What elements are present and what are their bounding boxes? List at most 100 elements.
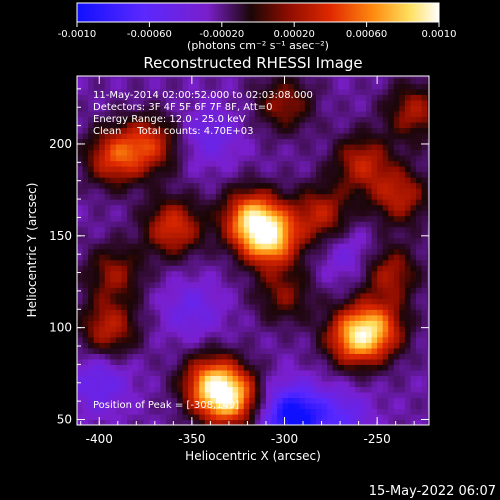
heatmap-cell [182, 254, 189, 261]
heatmap-cell [349, 292, 356, 299]
heatmap-cell [366, 232, 373, 239]
heatmap-cell [93, 287, 100, 294]
heatmap-cell [338, 331, 345, 338]
heatmap-cell [393, 204, 400, 211]
heatmap-cell [143, 154, 150, 162]
heatmap-cell [332, 419, 339, 425]
heatmap-cell [160, 188, 167, 195]
heatmap-cell [104, 182, 111, 189]
heatmap-cell [360, 215, 367, 222]
heatmap-cell [249, 292, 256, 299]
heatmap-cell [249, 353, 256, 360]
heatmap-cell [404, 358, 412, 365]
heatmap-cell [249, 413, 256, 421]
heatmap-cell [427, 386, 429, 393]
heatmap-cell [410, 83, 417, 90]
heatmap-cell [315, 314, 323, 321]
heatmap-cell [421, 248, 428, 255]
heatmap-cell [277, 143, 284, 151]
heatmap-cell [243, 138, 250, 145]
heatmap-cell [160, 254, 167, 261]
heatmap-cell [243, 210, 250, 217]
heatmap-cell [121, 402, 128, 410]
heatmap-cell [204, 243, 211, 250]
heatmap-cell [165, 237, 173, 244]
heatmap-cell [160, 99, 167, 106]
heatmap-cell [99, 132, 106, 140]
heatmap-cell [104, 298, 111, 305]
heatmap-cell [382, 419, 389, 425]
heatmap-cell [393, 336, 400, 343]
heatmap-cell [393, 292, 400, 299]
heatmap-cell [127, 265, 134, 272]
heatmap-cell [121, 166, 128, 173]
heatmap-cell [377, 325, 384, 332]
heatmap-cell [77, 188, 84, 195]
heatmap-cell [132, 83, 139, 90]
heatmap-cell [332, 287, 339, 294]
heatmap-cell [288, 166, 295, 173]
heatmap-cell [193, 132, 200, 140]
heatmap-cell [321, 408, 328, 415]
heatmap-cell [204, 391, 211, 399]
heatmap-cell [138, 83, 145, 90]
colorbar-tick-label: -0.00020 [199, 29, 244, 40]
heatmap-cell [99, 303, 106, 310]
heatmap-cell [260, 182, 267, 189]
heatmap-cell [232, 336, 239, 343]
heatmap-cell [182, 154, 189, 162]
heatmap-cell [115, 110, 123, 118]
heatmap-cell [321, 177, 328, 184]
heatmap-cell [221, 232, 228, 239]
heatmap-cell [165, 380, 173, 388]
heatmap-cell [199, 276, 206, 283]
heatmap-cell [277, 149, 284, 156]
heatmap-cell [182, 408, 189, 415]
heatmap-cell [154, 116, 161, 123]
heatmap-cell [215, 259, 223, 266]
heatmap-cell [310, 127, 317, 134]
heatmap-cell [238, 243, 245, 250]
heatmap-cell [165, 99, 173, 106]
heatmap-cell [399, 83, 406, 90]
heatmap-cell [388, 110, 395, 118]
heatmap-cell [165, 193, 173, 200]
heatmap-cell [177, 166, 184, 173]
heatmap-cell [127, 110, 134, 118]
heatmap-cell [404, 94, 412, 101]
heatmap-cell [265, 210, 273, 217]
heatmap-cell [366, 320, 373, 327]
heatmap-cell [199, 298, 206, 305]
heatmap-cell [366, 325, 373, 332]
heatmap-cell [188, 336, 195, 343]
heatmap-cell [232, 215, 239, 222]
heatmap-cell [421, 380, 428, 388]
heatmap-cell [165, 254, 173, 261]
heatmap-cell [143, 298, 150, 305]
heatmap-cell [282, 391, 289, 399]
heatmap-cell [77, 287, 84, 294]
heatmap-cell [77, 160, 84, 167]
heatmap-cell [227, 99, 234, 106]
heatmap-cell [388, 408, 395, 415]
heatmap-cell [104, 132, 111, 140]
heatmap-cell [404, 149, 412, 156]
heatmap-cell [210, 347, 217, 354]
heatmap-cell [121, 331, 128, 338]
heatmap-cell [221, 270, 228, 277]
heatmap-cell [132, 232, 139, 239]
heatmap-cell [199, 138, 206, 145]
heatmap-cell [115, 83, 123, 90]
heatmap-cell [338, 88, 345, 95]
heatmap-cell [299, 325, 306, 332]
heatmap-cell [260, 303, 267, 310]
heatmap-cell [99, 342, 106, 349]
heatmap-cell [338, 369, 345, 376]
heatmap-cell [188, 166, 195, 173]
heatmap-cell [366, 110, 373, 118]
heatmap-cell [393, 127, 400, 134]
heatmap-cell [271, 132, 278, 140]
heatmap-cell [321, 281, 328, 288]
heatmap-cell [171, 413, 178, 421]
heatmap-cell [304, 380, 312, 388]
